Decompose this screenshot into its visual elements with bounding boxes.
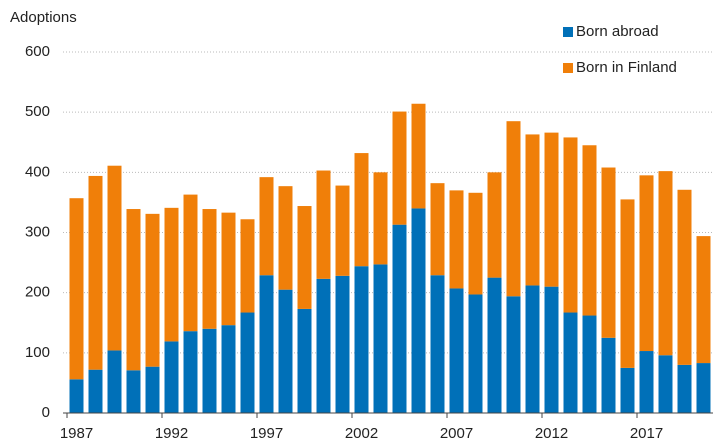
bar-segment [487,172,502,278]
bar-segment [430,275,445,413]
bar-segment [487,277,502,413]
bar-segment [316,170,331,279]
legend-label: Born in Finland [576,59,677,76]
legend-swatch [563,63,573,73]
bar-segment [183,331,198,413]
bar-segment [278,289,293,413]
bar-segment [202,209,217,329]
bar-segment [278,186,293,290]
bar-segment [430,183,445,276]
bar-segment [620,199,635,368]
bar-segment [411,103,426,209]
bar-segment [677,364,692,413]
bar-segment [316,278,331,413]
x-tick-label: 1997 [250,425,283,442]
bar-segment [297,206,312,309]
bar-segment [506,296,521,413]
bar-segment [221,325,236,413]
bar-segment [563,312,578,413]
bar-segment [525,285,540,413]
bar-segment [582,315,597,413]
bar-segment [221,212,236,326]
bar-segment [259,177,274,276]
bar-segment [373,172,388,265]
bar-segment [107,165,122,351]
bar-segment [335,185,350,276]
bar-segment [544,286,559,413]
bar-segment [202,328,217,413]
bar-segment [658,171,673,356]
bar-segment [88,175,103,370]
bar-segment [107,350,122,413]
bar-segment [392,111,407,225]
bar-segment [563,137,578,313]
x-tick-label: 1992 [155,425,188,442]
bar-segment [145,213,160,367]
bar-segment [449,190,464,289]
bar-segment [601,337,616,413]
bar-segment [145,366,160,413]
y-tick-label: 600 [25,43,50,60]
bar-segment [335,275,350,413]
bar-segment [88,369,103,413]
x-tick-label: 2017 [630,425,663,442]
bar-segment [468,192,483,295]
y-tick-label: 0 [42,404,50,421]
y-tick-label: 500 [25,103,50,120]
bar-segment [544,132,559,287]
y-tick-label: 400 [25,163,50,180]
legend-label: Born abroad [576,23,659,40]
bar-segment [677,189,692,365]
bar-segment [582,145,597,316]
bar-segment [354,266,369,413]
y-tick-label: 300 [25,223,50,240]
bar-segment [69,198,84,380]
x-tick-label: 2007 [440,425,473,442]
bar-segment [506,121,521,297]
x-tick-label: 1987 [60,425,93,442]
bar-segment [259,275,274,413]
bar-segment [164,341,179,413]
legend-swatch [563,27,573,37]
bar-segment [449,288,464,413]
bar-segment [525,134,540,286]
y-tick-label: 200 [25,284,50,301]
bar-segment [696,236,711,364]
bar-segment [183,194,198,332]
bar-segment [468,294,483,413]
bar-segment [696,363,711,413]
bar-segment [240,219,255,313]
bar-segment [620,367,635,413]
bar-segment [658,355,673,413]
bar-segment [639,175,654,352]
bar-segment [411,208,426,413]
y-axis-label: Adoptions [10,9,77,26]
bar-segment [392,224,407,413]
bar-segment [639,351,654,413]
bar-segment [126,370,141,413]
bar-segment [373,264,388,413]
bar-segment [164,207,179,342]
x-tick-label: 2002 [345,425,378,442]
bar-segment [69,379,84,413]
bar-segment [601,167,616,338]
y-tick-label: 100 [25,344,50,361]
bar-segment [240,312,255,413]
bar-segment [297,308,312,413]
bar-segment [126,209,141,371]
x-tick-label: 2012 [535,425,568,442]
bar-segment [354,153,369,267]
